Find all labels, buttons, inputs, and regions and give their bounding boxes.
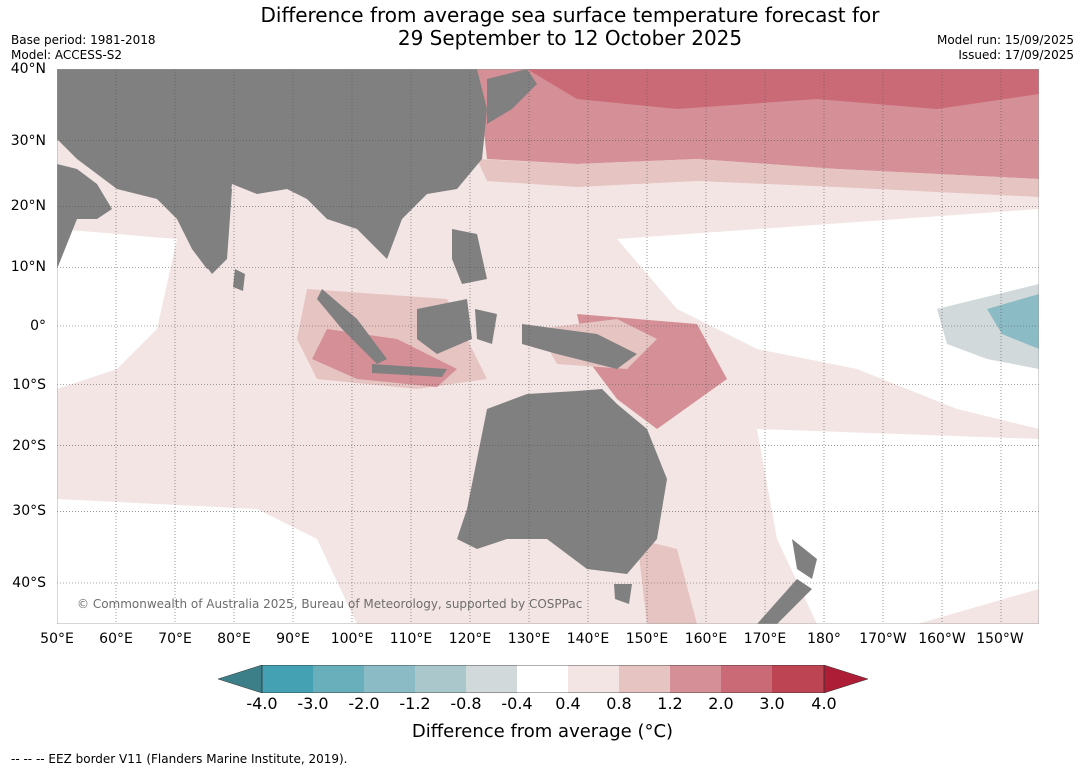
central-pacific-neutral: [617, 209, 1039, 429]
philippines: [452, 229, 487, 284]
model-run: Model run: 15/09/2025: [936, 33, 1074, 47]
colorbar-swatch-below-min: [218, 665, 263, 693]
colorbar-tick: 3.0: [759, 694, 785, 713]
tasmania: [614, 584, 632, 604]
colorbar-swatch-9: [670, 665, 721, 693]
new-guinea: [522, 324, 637, 369]
arabian-peninsula: [57, 164, 112, 269]
lon-label-140e: 140°E: [566, 631, 610, 647]
lon-label-90e: 90°E: [276, 631, 310, 647]
colorbar-tick: -1.2: [399, 694, 431, 713]
lat-label-10n: 10°N: [10, 259, 46, 275]
north-pacific-strong-warm: [527, 69, 1039, 109]
meta-left: Base period: 1981-2018 Model: ACCESS-S2: [11, 33, 156, 63]
colorbar-swatch-6: [517, 665, 568, 693]
australia: [457, 389, 667, 574]
colorbar-swatch-2: [313, 665, 364, 693]
colorbar-tick: -2.0: [348, 694, 380, 713]
colorbar-tick: -4.0: [246, 694, 278, 713]
lon-label-170w: 170°W: [859, 631, 907, 647]
colorbar: [218, 665, 868, 693]
colorbar-tick: 4.0: [811, 694, 837, 713]
colorbar-swatch-10: [721, 665, 772, 693]
lon-label-180: 180°: [807, 631, 841, 647]
graticule: [57, 69, 1039, 624]
title-line-2: 29 September to 12 October 2025: [397, 26, 743, 50]
colorbar-swatch-7: [568, 665, 619, 693]
eez-footnote: -- -- -- EEZ border V11 (Flanders Marine…: [11, 752, 348, 766]
issued-date: Issued: 17/09/2025: [958, 48, 1074, 62]
sumatra: [317, 289, 387, 364]
new-zealand-south: [757, 579, 812, 624]
lon-label-60e: 60°E: [99, 631, 133, 647]
lon-label-50e: 50°E: [40, 631, 74, 647]
lon-label-70e: 70°E: [158, 631, 192, 647]
colorbar-tick: -0.8: [450, 694, 482, 713]
sst-anomaly-map: [57, 69, 1039, 624]
indian-subcontinent: [177, 189, 232, 274]
lon-label-80e: 80°E: [217, 631, 251, 647]
colorbar-tick: 0.4: [555, 694, 581, 713]
anomaly-zones: [57, 69, 1039, 624]
south-pacific-neutral: [757, 429, 1039, 624]
title-line-1: Difference from average sea surface temp…: [260, 3, 880, 27]
colorbar-tick: -3.0: [297, 694, 329, 713]
lon-label-120e: 120°E: [448, 631, 492, 647]
southern-ocean-neutral: [57, 499, 357, 624]
colorbar-swatch-above-max: [823, 665, 868, 693]
lat-label-30n: 30°N: [10, 133, 46, 149]
asia-landmass: [57, 69, 487, 269]
lat-label-10s: 10°S: [12, 377, 46, 393]
north-pacific-moderate: [477, 159, 1039, 197]
model-name: Model: ACCESS-S2: [11, 48, 123, 62]
sri-lanka: [233, 269, 245, 291]
lon-label-130e: 130°E: [507, 631, 551, 647]
colorbar-swatches: [218, 665, 868, 693]
colorbar-tick: -0.4: [501, 694, 533, 713]
lat-label-20s: 20°S: [12, 438, 46, 454]
lon-label-110e: 110°E: [389, 631, 433, 647]
colorbar-swatch-3: [364, 665, 415, 693]
colorbar-swatch-4: [415, 665, 466, 693]
lat-label-40s: 40°S: [12, 575, 46, 591]
colorbar-tick: 0.8: [606, 694, 632, 713]
colorbar-swatch-11: [772, 665, 824, 693]
japan: [487, 69, 537, 124]
map-title: Difference from average sea surface temp…: [200, 4, 940, 50]
lat-label-30s: 30°S: [12, 503, 46, 519]
tasman-warm: [637, 539, 697, 624]
east-pacific-strong-cool: [987, 294, 1039, 349]
colorbar-frame: [261, 665, 825, 693]
lat-label-20n: 20°N: [10, 198, 46, 214]
copyright-notice: © Commonwealth of Australia 2025, Bureau…: [77, 597, 583, 611]
borneo: [417, 299, 472, 354]
lon-label-170e: 170°E: [743, 631, 787, 647]
lon-label-150e: 150°E: [625, 631, 669, 647]
lon-label-150w: 150°W: [976, 631, 1024, 647]
colorbar-label: Difference from average (°C): [411, 721, 674, 742]
colorbar-tick: 2.0: [708, 694, 734, 713]
colorbar-swatch-8: [619, 665, 670, 693]
sulawesi: [475, 309, 497, 344]
lon-label-160w: 160°W: [918, 631, 966, 647]
colorbar-swatch-1: [262, 665, 313, 693]
lat-label-0: 0°: [30, 318, 46, 334]
colorbar-tick: 1.2: [657, 694, 683, 713]
new-zealand-north: [792, 539, 817, 579]
meta-right: Model run: 15/09/2025 Issued: 17/09/2025: [937, 33, 1074, 63]
lon-label-160e: 160°E: [684, 631, 728, 647]
lon-label-100e: 100°E: [330, 631, 374, 647]
base-period: Base period: 1981-2018: [11, 33, 156, 47]
indian-ocean-neutral-west: [57, 229, 177, 389]
colorbar-swatch-5: [466, 665, 517, 693]
java: [372, 364, 447, 377]
land: [57, 69, 817, 624]
lat-label-40n: 40°N: [10, 61, 46, 77]
